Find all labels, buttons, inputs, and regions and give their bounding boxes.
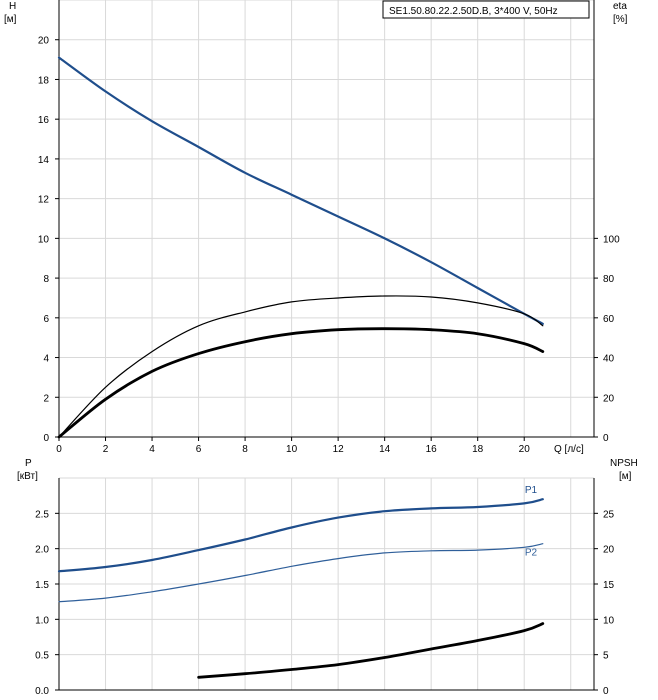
series-label-p1: P1 xyxy=(525,485,538,496)
q-tick-label: 8 xyxy=(242,444,248,455)
h-tick-label: 20 xyxy=(38,36,50,47)
p-tick-label: 0.5 xyxy=(35,651,49,662)
h-tick-label: 18 xyxy=(38,75,50,86)
q-tick-label: 10 xyxy=(286,444,298,455)
eta-tick-label: 80 xyxy=(603,274,615,285)
top-series-line-1 xyxy=(58,295,544,438)
npsh-tick-label: 5 xyxy=(603,651,609,662)
eta-tick-label: 60 xyxy=(603,314,615,325)
eta-axis-unit: [%] xyxy=(613,14,628,25)
p-tick-label: 2.5 xyxy=(35,509,49,520)
npsh-tick-label: 15 xyxy=(603,580,615,591)
p-tick-label: 2.0 xyxy=(35,545,49,556)
q-tick-label: 0 xyxy=(56,444,62,455)
series-label-p2: P2 xyxy=(525,548,538,559)
q-tick-label: 18 xyxy=(472,444,484,455)
x-axis-label: Q [л/с] xyxy=(554,444,584,455)
h-tick-label: 4 xyxy=(43,354,49,365)
bottom-series-line-1 xyxy=(58,543,544,603)
q-tick-label: 4 xyxy=(149,444,155,455)
npsh-tick-label: 10 xyxy=(603,615,615,626)
q-tick-label: 12 xyxy=(333,444,345,455)
npsh-axis-label: NPSH xyxy=(610,458,638,469)
h-tick-label: 0 xyxy=(43,433,49,444)
q-tick-label: 6 xyxy=(196,444,202,455)
top-series-line-0 xyxy=(57,56,544,325)
p-tick-label: 1.0 xyxy=(35,615,49,626)
h-tick-label: 2 xyxy=(43,393,49,404)
h-axis-label: H xyxy=(9,1,16,12)
h-tick-label: 10 xyxy=(38,234,50,245)
h-tick-label: 14 xyxy=(38,155,50,166)
p-tick-label: 1.5 xyxy=(35,580,49,591)
eta-tick-label: 100 xyxy=(603,234,620,245)
bottom-series-line-2 xyxy=(197,622,545,679)
h-axis-unit: [м] xyxy=(4,14,17,25)
h-tick-label: 16 xyxy=(38,115,50,126)
h-tick-label: 12 xyxy=(38,195,50,206)
q-tick-label: 16 xyxy=(426,444,438,455)
eta-tick-label: 20 xyxy=(603,393,615,404)
p-axis-label: P xyxy=(25,458,32,469)
h-tick-label: 8 xyxy=(43,274,49,285)
chart-title: SE1.50.80.22.2.50D.B, 3*400 V, 50Hz xyxy=(389,6,558,17)
top-series-line-2 xyxy=(57,327,545,439)
eta-tick-label: 40 xyxy=(603,354,615,365)
npsh-axis-unit: [м] xyxy=(619,471,632,482)
npsh-tick-label: 0 xyxy=(603,686,609,697)
p-axis-unit: [кВт] xyxy=(17,471,38,482)
q-tick-label: 2 xyxy=(103,444,109,455)
eta-tick-label: 0 xyxy=(603,433,609,444)
p-tick-label: 0.0 xyxy=(35,686,49,697)
npsh-tick-label: 20 xyxy=(603,545,615,556)
eta-axis-label: eta xyxy=(613,1,627,12)
q-tick-label: 14 xyxy=(379,444,391,455)
h-tick-label: 6 xyxy=(43,314,49,325)
q-tick-label: 20 xyxy=(519,444,531,455)
npsh-tick-label: 25 xyxy=(603,509,615,520)
title-box xyxy=(382,0,590,19)
bottom-series-line-0 xyxy=(57,498,544,573)
